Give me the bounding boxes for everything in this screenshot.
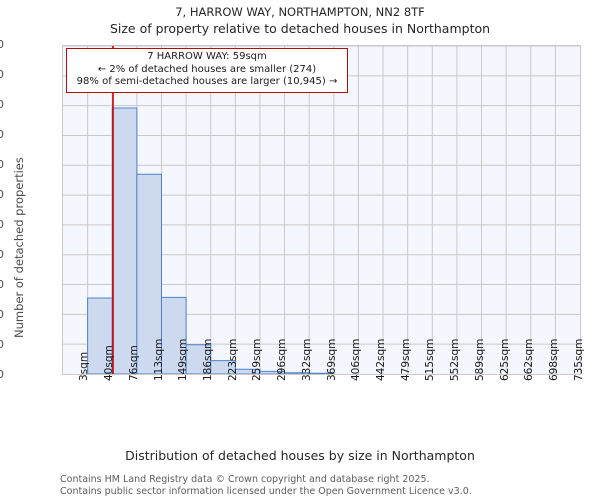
y-axis-tick-label: 1500: [0, 278, 4, 291]
x-axis-tick-label: 76sqm: [127, 345, 140, 381]
y-axis-tick-label: 5000: [0, 68, 4, 81]
page-title: 7, HARROW WAY, NORTHAMPTON, NN2 8TF: [175, 5, 425, 19]
footer-line-licence: Contains public sector information licen…: [60, 485, 472, 497]
x-axis-tick-label: 332sqm: [300, 338, 313, 381]
x-axis-tick-label: 698sqm: [547, 338, 560, 381]
y-axis-tick-label: 3500: [0, 158, 4, 171]
y-axis-tick-label: 1000: [0, 308, 4, 321]
x-axis-tick-label: 186sqm: [201, 338, 214, 381]
histogram-bar: [211, 361, 236, 374]
x-axis-tick-label: 113sqm: [152, 338, 165, 381]
y-axis-tick-label: 2000: [0, 248, 4, 261]
x-axis-tick-label: 369sqm: [325, 338, 338, 381]
annotation-larger-stat: 98% of semi-detached houses are larger (…: [76, 76, 338, 87]
y-axis-tick-label: 5500: [0, 38, 4, 51]
x-axis-tick-label: 625sqm: [498, 338, 511, 381]
y-axis-tick-label: 4500: [0, 98, 4, 111]
x-axis-title: Distribution of detached houses by size …: [125, 448, 475, 463]
histogram-bar: [161, 297, 186, 374]
x-axis-tick-label: 259sqm: [251, 338, 264, 381]
annotation-smaller-stat: ← 2% of detached houses are smaller (274…: [97, 63, 317, 75]
attribution-footer: Contains HM Land Registry data © Crown c…: [60, 474, 472, 497]
y-axis-tick-label: 3000: [0, 188, 4, 201]
histogram-bars: [63, 46, 580, 374]
chart-subtitle: Size of property relative to detached ho…: [109, 21, 491, 36]
y-axis-title: Number of detached properties: [12, 157, 26, 338]
histogram-bar: [137, 174, 162, 374]
grid-lines: [63, 46, 580, 374]
footer-line-copyright: Contains HM Land Registry data © Crown c…: [60, 474, 430, 485]
property-marker-annotation: 7 HARROW WAY: 59sqm ← 2% of detached hou…: [66, 48, 348, 93]
x-axis-tick-label: 406sqm: [350, 338, 363, 381]
x-axis-tick-label: 589sqm: [473, 338, 486, 381]
x-axis-tick-label: 3sqm: [78, 351, 91, 381]
x-axis-tick-label: 552sqm: [449, 338, 462, 381]
histogram-bar: [186, 345, 211, 374]
x-axis-tick-label: 223sqm: [226, 338, 239, 381]
y-axis-tick-label: 2500: [0, 218, 4, 231]
annotation-property-label: 7 HARROW WAY: 59sqm: [147, 51, 267, 62]
y-axis-tick-label: 0: [0, 368, 4, 381]
plot-area: [62, 45, 581, 375]
y-axis-tick-label: 4000: [0, 128, 4, 141]
x-axis-tick-label: 296sqm: [276, 338, 289, 381]
x-axis-tick-label: 40sqm: [103, 345, 116, 381]
histogram-bar: [112, 108, 137, 374]
y-axis-tick-label: 500: [0, 338, 4, 351]
x-axis-tick-label: 515sqm: [424, 338, 437, 381]
x-axis-tick-label: 149sqm: [177, 338, 190, 381]
x-axis-tick-label: 662sqm: [523, 338, 536, 381]
x-axis-tick-label: 735sqm: [572, 338, 585, 381]
chart-title-block: 7, HARROW WAY, NORTHAMPTON, NN2 8TF Size…: [0, 4, 600, 37]
x-axis-tick-label: 442sqm: [374, 338, 387, 381]
x-axis-tick-label: 479sqm: [399, 338, 412, 381]
